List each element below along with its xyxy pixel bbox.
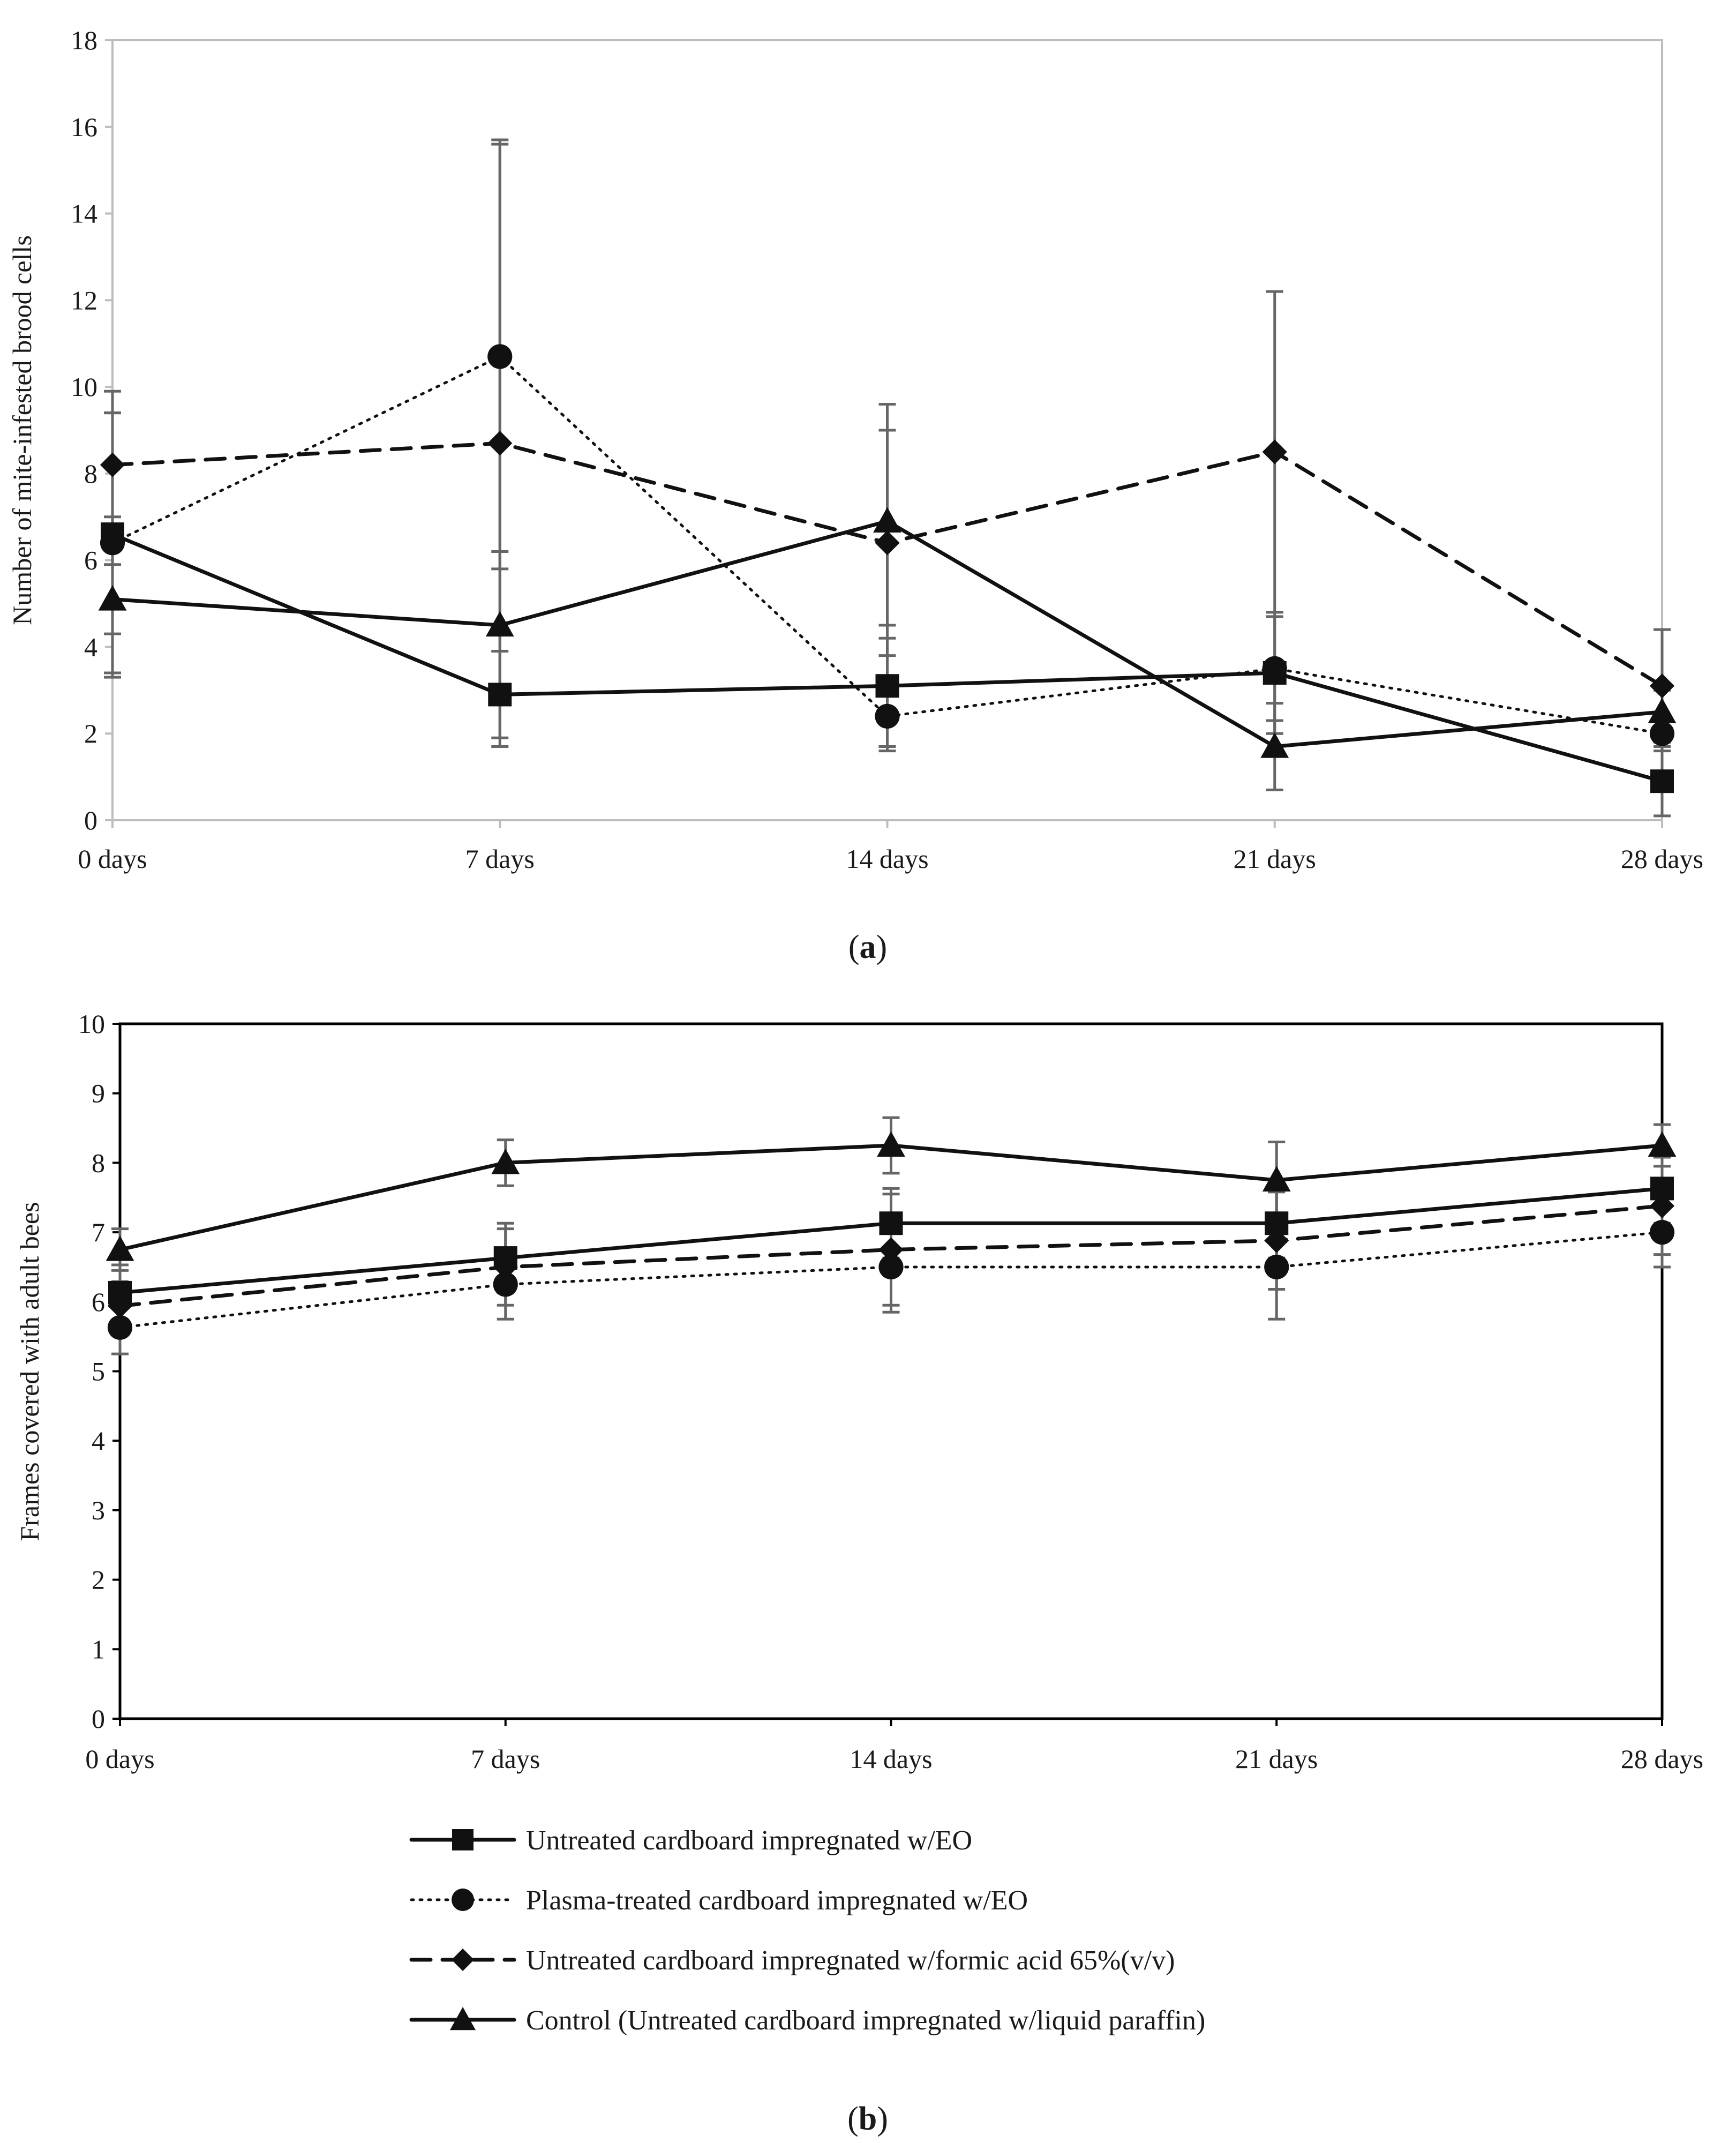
y-axis-a: 0 2 4 6 8 10 12 14 16 18	[71, 25, 112, 835]
data-point-triangle	[1262, 1166, 1291, 1192]
y-tick-label-a: 4	[84, 632, 97, 662]
legend-label: Untreated cardboard impregnated w/EO	[526, 1825, 972, 1856]
series-line-diamond	[118, 1204, 1664, 1308]
legend-marker-square	[452, 1829, 474, 1850]
data-point-triangle	[873, 507, 901, 533]
y-tick-label-b: 3	[92, 1495, 105, 1525]
y-tick-label-a: 14	[71, 199, 97, 229]
data-point-triangle	[1648, 698, 1677, 723]
y-tick-label-b: 4	[92, 1426, 105, 1456]
panel-label-a: (a)	[848, 929, 887, 965]
data-point-diamond	[1649, 1193, 1675, 1218]
data-point-circle	[493, 1272, 518, 1297]
y-tick-label-a: 8	[84, 459, 97, 489]
data-point-circle	[875, 703, 900, 729]
y-tick-label-b: 6	[92, 1287, 105, 1317]
y-tick-label-b: 1	[92, 1634, 105, 1664]
y-tick-label-a: 16	[71, 112, 97, 142]
x-axis-a: 0 days 7 days 14 days 21 days 28 days	[78, 820, 1703, 874]
data-point-diamond	[1649, 673, 1675, 699]
y-tick-label-a: 12	[71, 285, 97, 315]
data-point-triangle	[106, 1235, 134, 1261]
y-tick-label-a: 18	[71, 25, 97, 55]
x-tick-label-b: 0 days	[85, 1744, 154, 1774]
data-point-diamond	[875, 530, 900, 556]
y-tick-label-b: 10	[78, 1009, 105, 1039]
data-point-diamond	[487, 431, 513, 456]
legend-label: Plasma-treated cardboard impregnated w/E…	[526, 1885, 1028, 1916]
y-tick-label-b: 5	[92, 1357, 105, 1387]
data-point-diamond	[100, 452, 125, 477]
legend: Untreated cardboard impregnated w/EO Plas…	[409, 1825, 1205, 2036]
data-point-triangle	[1648, 1131, 1677, 1157]
data-point-diamond	[1262, 439, 1287, 464]
legend-marker-triangle	[450, 2007, 476, 2030]
y-tick-label-b: 8	[92, 1148, 105, 1178]
data-point-square	[1650, 769, 1674, 793]
y-axis-title-a: Number of mite-infested brood cells	[7, 235, 37, 625]
x-tick-label-b: 21 days	[1235, 1744, 1318, 1774]
chart-panel-a: 0 2 4 6 8 10 12 14 16 18 0 days 7 days 14 days 21 da…	[7, 25, 1703, 965]
data-point-circle	[487, 344, 513, 369]
y-tick-label-b: 0	[92, 1704, 105, 1734]
legend-marker-diamond	[452, 1949, 474, 1971]
series-markers-a	[98, 344, 1677, 793]
y-axis-title-b: Frames covered with adult bees	[14, 1202, 44, 1541]
y-tick-label-b: 9	[92, 1078, 105, 1108]
x-axis-b: 0 days 7 days 14 days 21 days 28 days	[85, 1719, 1703, 1774]
data-point-triangle	[877, 1131, 905, 1157]
data-point-diamond	[1264, 1228, 1289, 1253]
chart-panel-b: 0 1 2 3 4 5 6 7 8 9 10 0 days 7 days 14 days 21 days 2…	[14, 1009, 1703, 1774]
y-tick-label-b: 7	[92, 1217, 105, 1247]
data-point-circle	[1262, 656, 1287, 681]
data-point-square	[875, 674, 899, 698]
data-point-triangle	[491, 1149, 520, 1174]
x-tick-label-a: 7 days	[465, 844, 535, 874]
data-point-diamond	[493, 1254, 518, 1280]
series-markers-b	[106, 1131, 1677, 1340]
panel-label-b: (b)	[847, 2101, 888, 2137]
data-point-square	[879, 1211, 903, 1235]
y-tick-label-a: 0	[84, 805, 97, 835]
data-point-triangle	[98, 585, 127, 611]
data-point-square	[488, 683, 512, 707]
y-axis-b: 0 1 2 3 4 5 6 7 8 9 10	[78, 1009, 120, 1734]
panel-letter-a: a	[860, 929, 876, 965]
data-point-diamond	[878, 1237, 904, 1262]
x-tick-label-b: 28 days	[1621, 1744, 1703, 1774]
y-tick-label-a: 2	[84, 718, 97, 748]
data-point-triangle	[1260, 732, 1289, 758]
y-tick-label-b: 2	[92, 1565, 105, 1595]
data-point-circle	[100, 530, 125, 556]
x-tick-label-b: 7 days	[471, 1744, 540, 1774]
x-tick-label-a: 0 days	[78, 844, 147, 874]
panel-letter-b: b	[859, 2101, 877, 2137]
y-tick-label-a: 10	[71, 372, 97, 402]
data-point-circle	[1649, 1220, 1675, 1245]
x-tick-label-b: 14 days	[850, 1744, 932, 1774]
data-point-diamond	[107, 1293, 133, 1318]
data-point-circle	[107, 1315, 133, 1340]
y-tick-label-a: 6	[84, 545, 97, 575]
data-point-circle	[878, 1254, 904, 1280]
x-tick-label-a: 21 days	[1234, 844, 1316, 874]
legend-label: Untreated cardboard impregnated w/formic…	[526, 1945, 1175, 1976]
data-point-triangle	[485, 611, 514, 637]
x-tick-label-a: 28 days	[1621, 844, 1703, 874]
data-point-circle	[1649, 721, 1675, 746]
x-tick-label-a: 14 days	[846, 844, 928, 874]
legend-marker-circle	[452, 1889, 474, 1911]
legend-label: Control (Untreated cardboard impregnated…	[526, 2005, 1205, 2036]
data-point-circle	[1264, 1254, 1289, 1280]
